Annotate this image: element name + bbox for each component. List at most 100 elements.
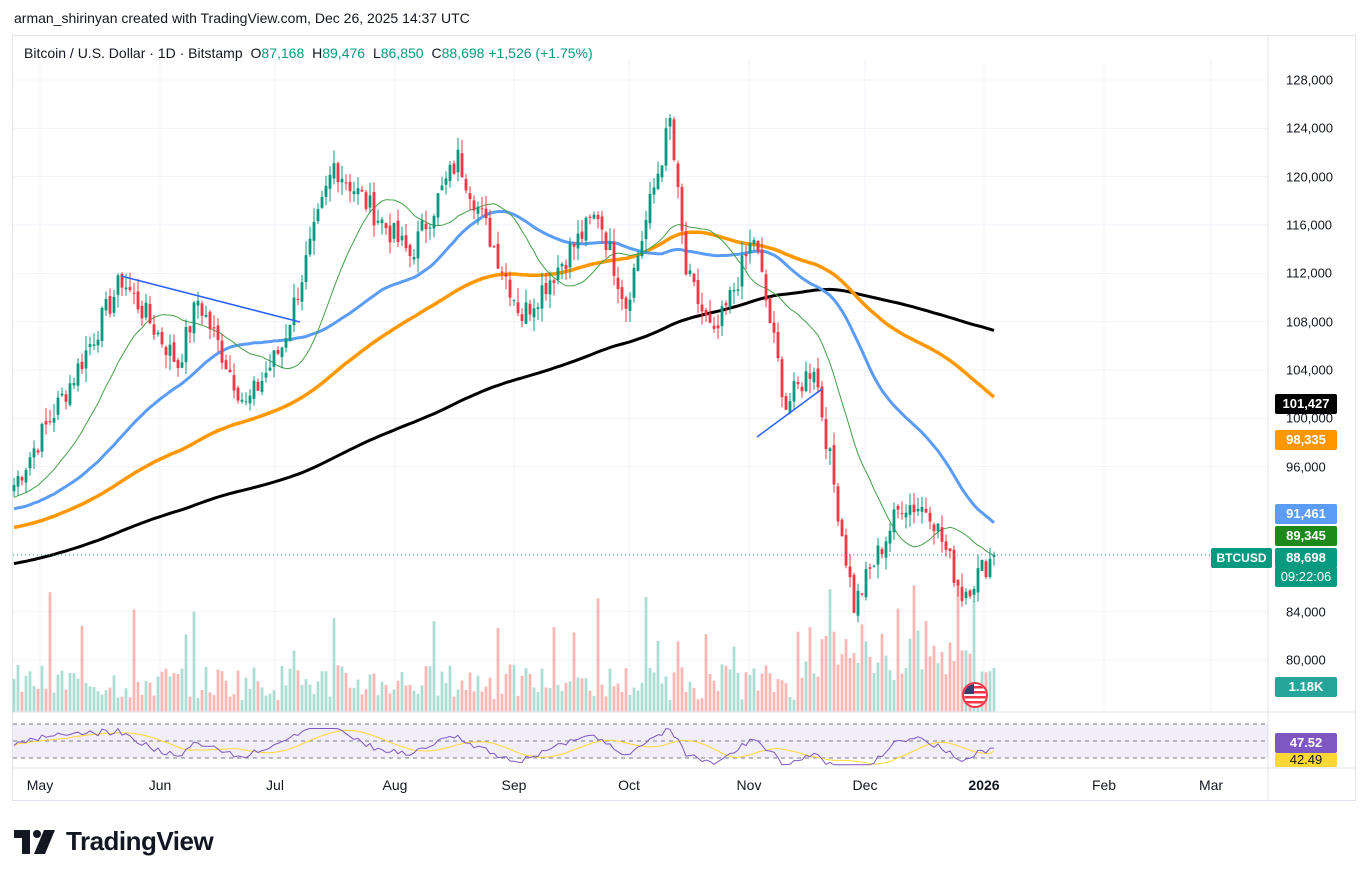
candle-body <box>352 191 356 195</box>
volume-bar <box>356 679 360 712</box>
candle-body <box>48 421 52 423</box>
volume-bar <box>904 668 908 712</box>
candle-body <box>176 360 180 368</box>
volume-bar <box>380 681 384 712</box>
volume-bar <box>684 692 688 712</box>
candle-body <box>224 360 228 370</box>
candle-body <box>56 397 60 415</box>
volume-bar <box>892 679 896 712</box>
volume-bar <box>52 692 56 712</box>
candle-body <box>120 273 124 288</box>
candle-body <box>496 243 500 269</box>
close-key: C <box>431 45 442 61</box>
candle-body <box>232 375 236 391</box>
volume-bar <box>320 671 324 712</box>
candle-body <box>180 362 184 368</box>
candle-body <box>676 163 680 188</box>
volume-bar <box>400 671 404 712</box>
volume-bar <box>660 683 664 712</box>
volume-bar <box>244 677 248 712</box>
candle-body <box>588 216 592 218</box>
volume-bar <box>360 694 364 712</box>
volume-bar <box>948 642 952 712</box>
volume-bar <box>696 699 700 712</box>
candle-body <box>168 344 172 356</box>
volume-bar <box>12 679 16 712</box>
candle-body <box>988 558 992 578</box>
volume-bar <box>964 650 968 712</box>
candle-body <box>848 566 852 578</box>
candle-body <box>380 219 384 224</box>
candle-body <box>416 231 420 259</box>
volume-bar <box>932 645 936 712</box>
volume-bar <box>688 681 692 712</box>
rsi-line <box>13 727 994 766</box>
candle-body <box>88 344 92 347</box>
open-key: O <box>250 45 262 61</box>
volume-bar <box>624 668 628 712</box>
candle-body <box>736 289 740 291</box>
volume-bar <box>828 589 832 712</box>
volume-bar <box>76 678 80 712</box>
us-flag-icon[interactable] <box>962 682 988 708</box>
low-key: L <box>372 45 381 61</box>
symbol-tag: BTCUSD <box>1211 548 1272 568</box>
candle-body <box>536 307 540 309</box>
volume-bar <box>868 656 872 712</box>
volume-bar <box>744 672 748 712</box>
price-axis-label: 128,000 <box>1286 72 1333 88</box>
volume-bar <box>504 673 508 712</box>
volume-bar <box>168 676 172 712</box>
candle-body <box>868 567 872 569</box>
volume-bar <box>192 611 196 712</box>
candle-body <box>476 206 480 214</box>
price-axis-label: 108,000 <box>1286 314 1333 330</box>
symbol-title[interactable]: Bitcoin / U.S. Dollar · 1D · Bitstamp <box>24 45 243 61</box>
close-value: 88,698 <box>441 45 485 61</box>
volume-bar <box>204 666 208 712</box>
volume-bar <box>592 695 596 712</box>
volume-bar <box>736 672 740 712</box>
candle-body <box>360 189 364 192</box>
volume-bar <box>440 671 444 712</box>
tradingview-logo-icon <box>14 829 55 854</box>
candle-body <box>136 291 140 310</box>
price-axis-label: 120,000 <box>1286 169 1333 185</box>
candle-body <box>760 249 764 272</box>
time-axis-label: May <box>26 777 54 793</box>
candle-body <box>268 367 272 371</box>
candle-body <box>356 188 360 195</box>
price-axis-label: 100,000 <box>1286 410 1333 426</box>
candle-body <box>812 371 816 383</box>
volume-bar <box>528 673 532 712</box>
candle-body <box>860 593 864 595</box>
volume-bar <box>260 687 264 712</box>
candle-body <box>872 565 876 567</box>
volume-bar <box>212 695 216 712</box>
candle-body <box>720 306 724 327</box>
candle-body <box>952 549 956 583</box>
volume-bar <box>960 650 964 712</box>
symbol-legend: Bitcoin / U.S. Dollar · 1D · Bitstamp O 8… <box>24 45 593 61</box>
volume-bar <box>676 641 680 712</box>
candle-body <box>72 383 76 386</box>
candle-body <box>932 524 936 532</box>
candle-body <box>928 512 932 522</box>
volume-bar <box>912 585 916 712</box>
candle-body <box>732 290 736 292</box>
volume-bar <box>88 686 92 712</box>
candle-body <box>820 386 824 418</box>
candle-body <box>544 283 548 295</box>
candle-body <box>288 324 292 341</box>
volume-bar <box>200 689 204 712</box>
candle-body <box>184 327 188 363</box>
volume-bar <box>236 670 240 712</box>
candle-body <box>132 292 136 294</box>
volume-bar <box>324 671 328 712</box>
volume-bar <box>256 681 260 712</box>
candle-body <box>172 342 176 362</box>
candle-body <box>596 214 600 220</box>
candle-body <box>564 264 568 270</box>
candle-body <box>816 368 820 388</box>
